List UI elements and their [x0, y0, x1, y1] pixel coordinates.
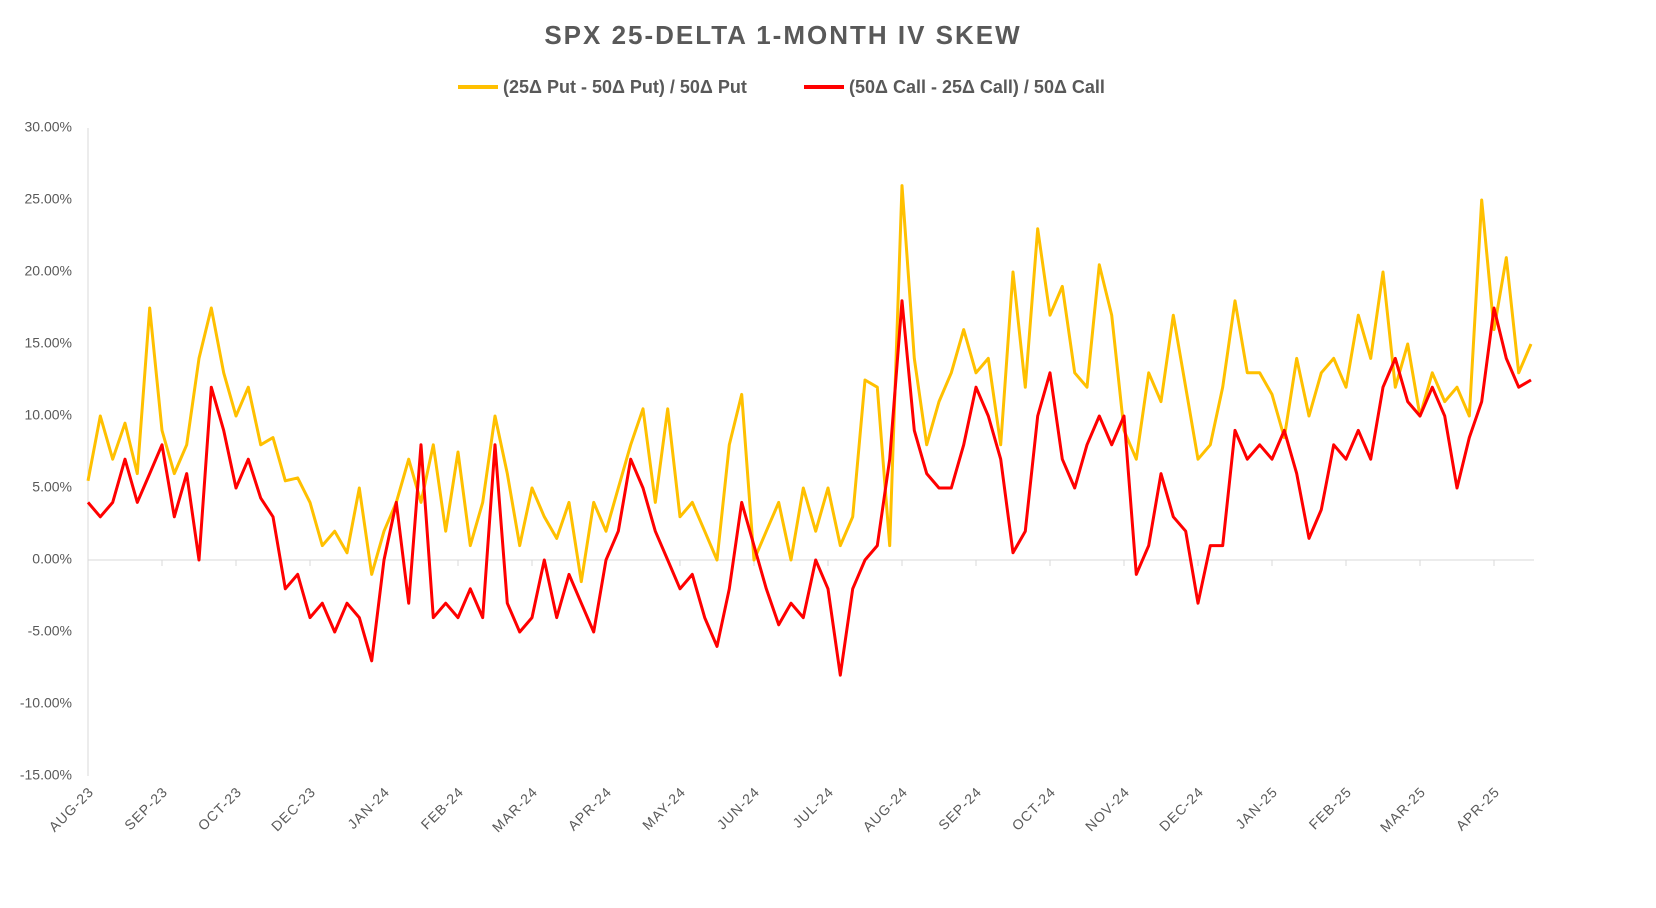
x-tick-label: JUL-24: [789, 783, 836, 830]
x-tick-label: JAN-24: [344, 783, 393, 832]
x-tick-label: DEC-23: [268, 783, 319, 834]
x-tick-label: AUG-24: [859, 783, 910, 834]
y-tick-label: 25.00%: [25, 191, 72, 207]
y-tick-label: 0.00%: [32, 551, 72, 567]
x-tick-label: MAR-24: [489, 783, 541, 835]
x-tick-label: DEC-24: [1156, 783, 1207, 834]
y-tick-label: -15.00%: [20, 767, 72, 783]
x-tick-label: JAN-25: [1232, 783, 1281, 832]
x-tick-label: JUN-24: [714, 783, 763, 832]
series-line: [86, 299, 1532, 677]
legend-label: (25Δ Put - 50Δ Put) / 50Δ Put: [503, 77, 747, 97]
x-tick-label: FEB-25: [1306, 783, 1355, 832]
y-tick-label: -5.00%: [28, 623, 72, 639]
x-tick-label: APR-24: [565, 783, 615, 833]
x-tick-label: AUG-23: [45, 783, 96, 834]
x-tick-label: APR-25: [1453, 783, 1503, 833]
y-tick-label: 10.00%: [25, 407, 72, 423]
y-tick-label: 20.00%: [25, 263, 72, 279]
y-tick-label: 30.00%: [25, 119, 72, 135]
y-tick-label: 5.00%: [32, 479, 72, 495]
x-tick-label: MAR-25: [1377, 783, 1429, 835]
x-tick-label: FEB-24: [418, 783, 467, 832]
x-tick-label: OCT-23: [195, 783, 245, 833]
y-tick-label: -10.00%: [20, 695, 72, 711]
x-tick-label: MAY-24: [639, 783, 689, 833]
x-tick-label: NOV-24: [1082, 783, 1133, 834]
x-tick-label: OCT-24: [1009, 783, 1059, 833]
chart-title: SPX 25-DELTA 1-MONTH IV SKEW: [544, 20, 1021, 50]
y-tick-label: 15.00%: [25, 335, 72, 351]
x-tick-label: SEP-23: [121, 783, 171, 833]
x-tick-label: SEP-24: [935, 783, 985, 833]
series-line: [86, 184, 1533, 584]
legend-label: (50Δ Call - 25Δ Call) / 50Δ Call: [849, 77, 1105, 97]
